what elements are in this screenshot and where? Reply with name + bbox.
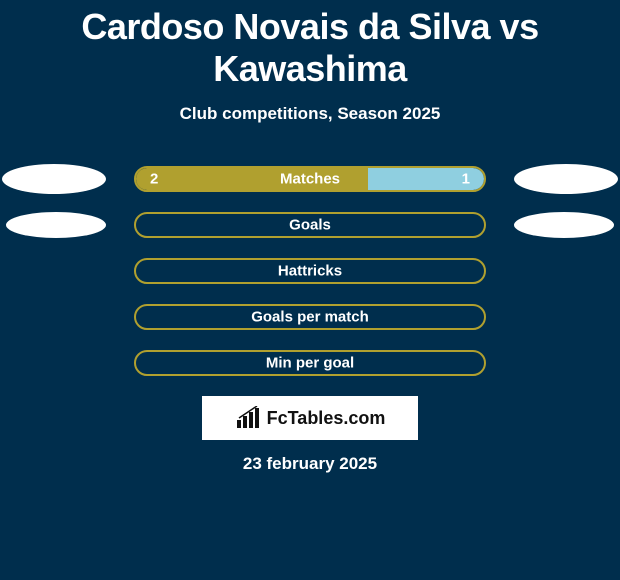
subtitle: Club competitions, Season 2025	[0, 104, 620, 124]
page-title: Cardoso Novais da Silva vs Kawashima	[0, 0, 620, 90]
date-label: 23 february 2025	[0, 454, 620, 474]
stat-row: 2 Matches 1	[0, 166, 620, 192]
stat-row: Goals per match	[0, 304, 620, 330]
comparison-chart: 2 Matches 1 Goals Hattricks Goals per ma…	[0, 166, 620, 376]
stat-label: Hattricks	[278, 263, 342, 280]
player-left-avatar	[6, 212, 106, 238]
logo-text: FcTables.com	[267, 408, 386, 429]
stat-bar-matches: 2 Matches 1	[134, 166, 486, 192]
logo-box: FcTables.com	[202, 396, 418, 440]
stat-row: Min per goal	[0, 350, 620, 376]
stat-row: Goals	[0, 212, 620, 238]
stat-label: Min per goal	[266, 355, 354, 372]
logo-chart-icon	[235, 406, 263, 430]
stat-label: Goals	[289, 217, 331, 234]
stat-value-left: 2	[150, 171, 158, 188]
stat-row: Hattricks	[0, 258, 620, 284]
stat-label: Goals per match	[251, 309, 369, 326]
player-right-avatar	[514, 164, 618, 194]
player-right-avatar	[514, 212, 614, 238]
player-left-avatar	[2, 164, 106, 194]
stat-value-right: 1	[462, 171, 470, 188]
stat-bar-mpg: Min per goal	[134, 350, 486, 376]
logo: FcTables.com	[235, 406, 386, 430]
stat-bar-goals: Goals	[134, 212, 486, 238]
stat-bar-hattricks: Hattricks	[134, 258, 486, 284]
stat-label: Matches	[280, 171, 340, 188]
stat-bar-gpm: Goals per match	[134, 304, 486, 330]
